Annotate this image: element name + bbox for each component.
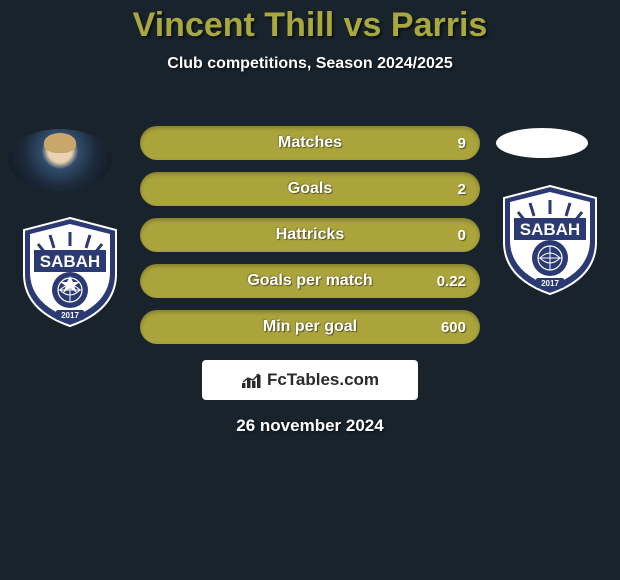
stat-value-right: 0.22 <box>437 273 466 290</box>
comparison-title: Vincent Thill vs Parris <box>0 6 620 45</box>
player-left-avatar <box>8 129 112 191</box>
snapshot-date: 26 november 2024 <box>0 416 620 436</box>
player-right-avatar <box>496 128 588 158</box>
fctables-label: FcTables.com <box>267 370 379 390</box>
stat-value-right: 0 <box>458 227 466 244</box>
fctables-watermark: FcTables.com <box>202 360 418 400</box>
stat-label: Goals per match <box>247 272 372 290</box>
stat-label: Hattricks <box>276 226 344 244</box>
stat-label: Goals <box>288 180 332 198</box>
badge-text: SABAH <box>520 220 580 239</box>
stat-value-right: 600 <box>441 319 466 336</box>
badge-year: 2017 <box>61 311 79 320</box>
club-badge-left: SABAH 2017 <box>20 216 120 328</box>
stat-value-right: 2 <box>458 181 466 198</box>
badge-year: 2017 <box>541 279 559 288</box>
stat-row-gpm: Goals per match 0.22 <box>140 264 480 298</box>
comparison-subtitle: Club competitions, Season 2024/2025 <box>0 55 620 73</box>
club-badge-right: SABAH 2017 <box>500 184 600 296</box>
stat-row-goals: Goals 2 <box>140 172 480 206</box>
stat-label: Matches <box>278 134 342 152</box>
stat-row-matches: Matches 9 <box>140 126 480 160</box>
badge-text: SABAH <box>40 252 100 271</box>
stat-label: Min per goal <box>263 318 357 336</box>
stat-row-hattricks: Hattricks 0 <box>140 218 480 252</box>
stat-value-right: 9 <box>458 135 466 152</box>
bars-icon <box>241 371 263 389</box>
stat-row-mpg: Min per goal 600 <box>140 310 480 344</box>
stats-container: Matches 9 Goals 2 Hattricks 0 Goals per … <box>140 126 480 356</box>
